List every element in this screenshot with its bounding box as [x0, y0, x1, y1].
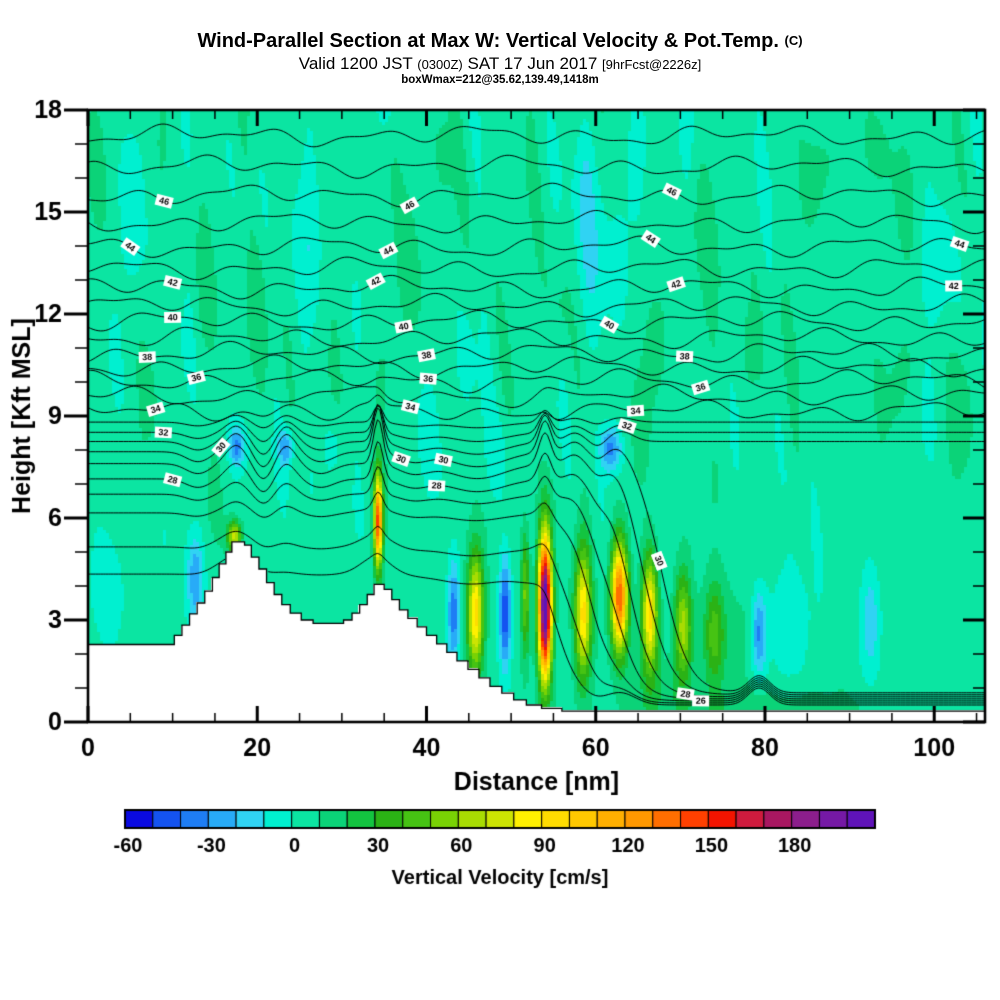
- weather-cross-section-page: Wind-Parallel Section at Max W: Vertical…: [0, 0, 1000, 1000]
- cross-section-plot-canvas: [0, 0, 1000, 1000]
